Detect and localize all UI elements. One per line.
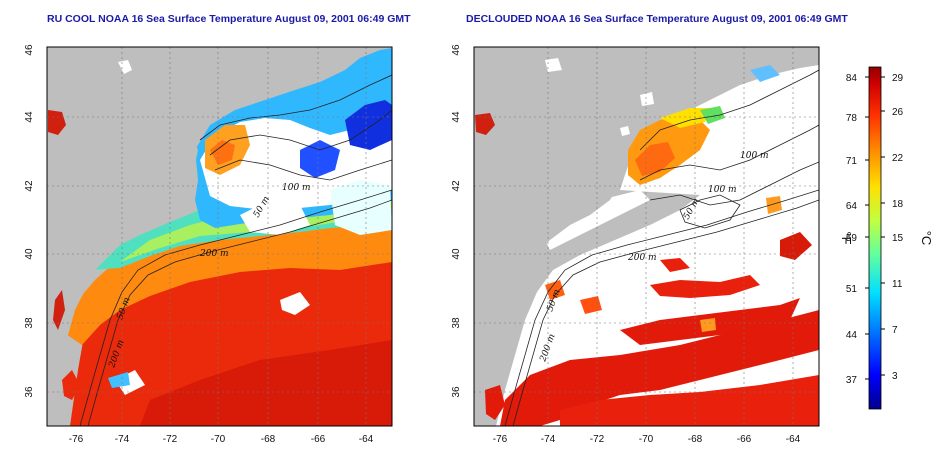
right-graticule: [474, 47, 819, 426]
right-contour-label-100: 100 m: [740, 151, 769, 161]
left-x-tick: -64: [359, 434, 374, 445]
left-land-coast: [47, 60, 198, 426]
right-y-tick: 44: [451, 111, 462, 123]
left-x-axis: -76 -74 -72 -70 -68 -66 -64: [69, 434, 374, 445]
colorbar-f-tick: 71: [846, 156, 858, 167]
colorbar-f-tick: 37: [846, 375, 858, 386]
left-map-frame: [46, 46, 393, 427]
colorbar-c-tick: 3: [892, 371, 898, 382]
colorbar-c-tick: 18: [892, 199, 904, 210]
colorbar-f-tick: 84: [846, 73, 858, 84]
colorbar-fahrenheit-unit: °F: [839, 231, 854, 244]
right-isobaths: [504, 69, 819, 426]
left-isobaths: [79, 74, 392, 426]
right-contour-label-200: 200 m: [627, 253, 657, 263]
left-x-tick: -76: [69, 434, 84, 445]
colorbar-f-tick: 51: [846, 284, 858, 295]
left-contour-label-100: 100 m: [282, 183, 311, 193]
right-y-tick: 36: [451, 386, 462, 398]
colorbar-c-tick: 15: [892, 233, 904, 244]
left-x-tick: -70: [211, 434, 226, 445]
left-y-tick: 40: [24, 248, 35, 260]
colorbar-f-tick: 59: [846, 233, 858, 244]
right-map-frame: [473, 46, 820, 427]
colorbar-c-tick: 22: [892, 153, 904, 164]
colorbar-celsius-unit: °C: [919, 231, 934, 246]
colorbar-celsius-ticks: 29 26 22 18 15 11 7 3: [881, 73, 904, 382]
right-x-tick: -68: [688, 434, 703, 445]
left-map-title: RU COOL NOAA 16 Sea Surface Temperature …: [47, 13, 411, 25]
colorbar-c-tick: 7: [892, 325, 898, 336]
colorbar-gradient: [868, 66, 882, 410]
right-y-axis: 46 44 42 40 38 36: [451, 44, 462, 398]
left-x-tick: -68: [261, 434, 276, 445]
right-x-tick: -66: [737, 434, 752, 445]
left-y-tick: 46: [24, 44, 35, 56]
left-y-axis: 46 44 42 40 38 36: [24, 44, 35, 398]
colorbar-fahrenheit-ticks: 84 78 71 64 59 51 44 37: [846, 73, 869, 386]
left-x-tick: -72: [163, 434, 178, 445]
right-x-tick: -70: [639, 434, 654, 445]
right-warm-patches: [500, 310, 819, 426]
right-y-tick: 40: [451, 248, 462, 260]
colorbar-c-tick: 11: [892, 279, 903, 290]
colorbar-c-tick: 29: [892, 73, 904, 84]
right-land-coast: [474, 60, 628, 426]
right-y-tick: 42: [451, 180, 462, 192]
left-y-tick: 36: [24, 386, 35, 398]
colorbar-c-tick: 26: [892, 107, 904, 118]
right-x-tick: -64: [786, 434, 801, 445]
right-y-tick: 46: [451, 44, 462, 56]
right-x-tick: -72: [590, 434, 605, 445]
colorbar: 84 78 71 64 59 51 44 37 29 26 22 18 15 1…: [839, 66, 934, 410]
left-map-panel: 100 m 50 m 200 m 50 m 200 m -76 -74 -72 …: [24, 44, 393, 445]
left-x-tick: -66: [311, 434, 326, 445]
left-y-tick: 38: [24, 317, 35, 329]
right-y-tick: 38: [451, 317, 462, 329]
left-y-tick: 42: [24, 180, 35, 192]
colorbar-f-tick: 78: [846, 113, 858, 124]
left-contour-label-200: 200 m: [199, 249, 229, 259]
right-x-tick: -76: [493, 434, 508, 445]
colorbar-f-tick: 64: [846, 201, 858, 212]
right-contour-label-100b: 100 m: [708, 185, 737, 195]
left-x-tick: -74: [115, 434, 130, 445]
left-y-tick: 44: [24, 111, 35, 123]
left-graticule: [47, 47, 392, 426]
right-x-tick: -74: [541, 434, 556, 445]
right-map-panel: 100 m 100 m 50 m 200 m 50 m 200 m -76 -7…: [451, 44, 820, 445]
colorbar-f-tick: 44: [846, 330, 858, 341]
right-x-axis: -76 -74 -72 -70 -68 -66 -64: [493, 434, 801, 445]
right-map-title: DECLOUDED NOAA 16 Sea Surface Temperatur…: [466, 13, 848, 25]
